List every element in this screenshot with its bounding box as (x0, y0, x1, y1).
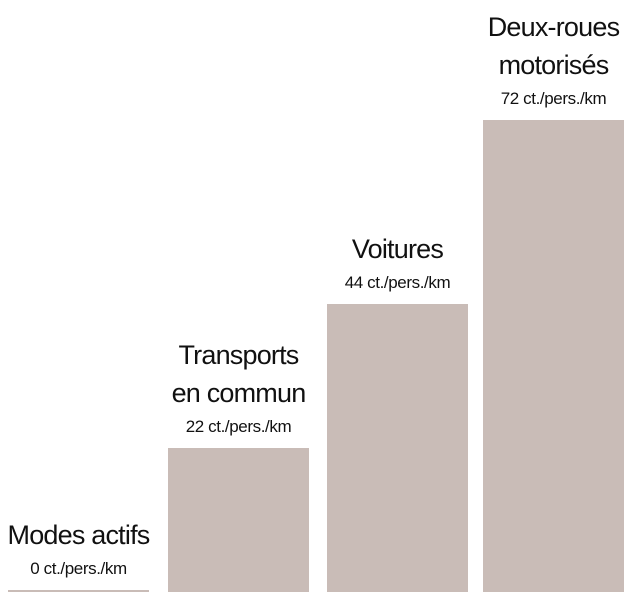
bar-label-group: Modes actifs 0 ct./pers./km (4, 516, 154, 582)
value-label: 22 ct./pers./km (185, 416, 292, 436)
category-label: Voitures (351, 233, 444, 264)
category-label: Transports en commun (171, 339, 307, 408)
bar (483, 120, 624, 592)
value-label: 0 ct./pers./km (30, 559, 127, 578)
bar-label-group: Deux-roues motorisés 72 ct./pers./km (479, 8, 629, 112)
bar-label-group: Voitures 44 ct./pers./km (323, 230, 473, 296)
value-label: 44 ct./pers./km (344, 272, 451, 292)
category-label: Deux-roues motorisés (487, 12, 620, 81)
value-label: 72 ct./pers./km (500, 89, 607, 109)
bar (168, 447, 309, 592)
bar (8, 590, 149, 592)
bar (327, 303, 468, 592)
category-label: Modes actifs (7, 520, 151, 550)
bar-label-group: Transports en commun 22 ct./pers./km (164, 336, 314, 440)
